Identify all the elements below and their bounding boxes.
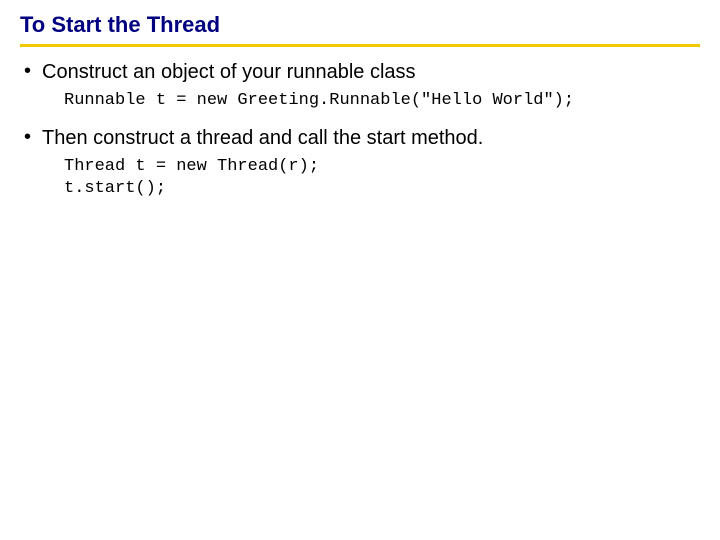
- bullet-text: Then construct a thread and call the sta…: [42, 127, 483, 149]
- slide: To Start the Thread Construct an object …: [0, 0, 720, 540]
- list-item: Then construct a thread and call the sta…: [24, 127, 700, 199]
- slide-title: To Start the Thread: [20, 12, 700, 47]
- list-item: Construct an object of your runnable cla…: [24, 61, 700, 111]
- bullet-text: Construct an object of your runnable cla…: [42, 61, 416, 83]
- code-block: Thread t = new Thread(r); t.start();: [64, 156, 700, 199]
- bullet-list: Construct an object of your runnable cla…: [20, 61, 700, 199]
- code-block: Runnable t = new Greeting.Runnable("Hell…: [64, 90, 700, 111]
